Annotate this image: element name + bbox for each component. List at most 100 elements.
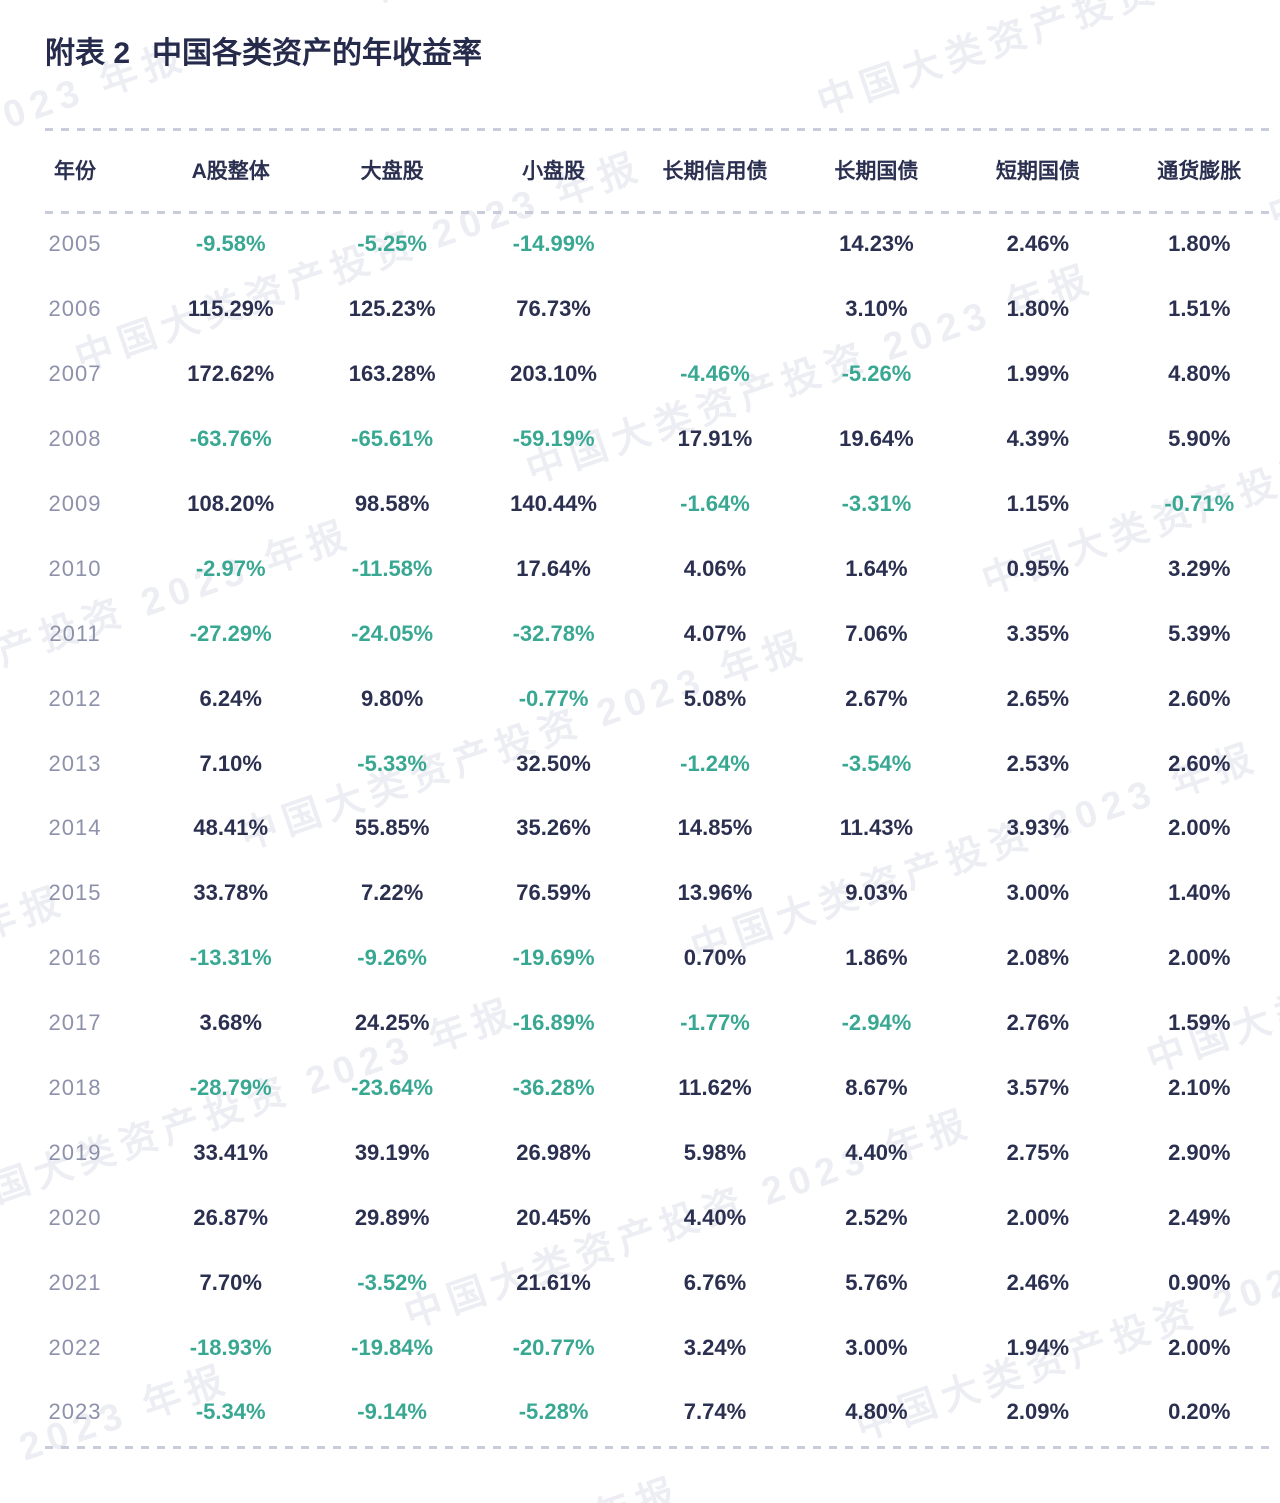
- value-cell: 203.10%: [510, 361, 597, 387]
- table-row: 2005 -9.58% -5.25% -14.99% 14.23% 2.46% 1.80%: [0, 212, 1280, 277]
- value-cell: 2.60%: [1168, 750, 1231, 776]
- value-cell: 5.76%: [845, 1269, 908, 1295]
- value-cell: 1.15%: [1006, 491, 1070, 516]
- value-cell: 4.80%: [845, 1399, 908, 1425]
- value-cell: 14.23%: [839, 231, 914, 257]
- value-cell: 98.58%: [354, 491, 430, 516]
- year-cell: 2022: [48, 1334, 102, 1360]
- value-cell: -0.71%: [1164, 491, 1235, 516]
- value-cell: -2.94%: [841, 1010, 912, 1036]
- value-cell: 2.67%: [845, 685, 908, 711]
- table-row: 2014 48.41% 55.85% 35.26% 14.85% 11.43% 3.93% 2…: [0, 796, 1280, 861]
- table-row: 2015 33.78% 7.22% 76.59% 13.96% 9.03% 3.00% 1.4…: [0, 861, 1280, 926]
- year-cell: 2020: [48, 1204, 102, 1230]
- value-cell: 4.80%: [1168, 361, 1231, 387]
- value-cell: -16.89%: [512, 1010, 595, 1036]
- value-cell: -36.28%: [512, 1075, 595, 1101]
- value-cell: 21.61%: [516, 1269, 591, 1295]
- value-cell: -3.31%: [841, 491, 912, 516]
- value-cell: 2.46%: [1006, 231, 1070, 257]
- value-cell: 4.40%: [683, 1204, 747, 1230]
- value-cell: -9.58%: [195, 231, 266, 257]
- value-cell: 11.62%: [678, 1075, 752, 1101]
- value-cell: 1.80%: [1168, 231, 1231, 257]
- value-cell: 4.39%: [1006, 426, 1070, 452]
- divider-top: [45, 128, 1270, 131]
- value-cell: 11.43%: [839, 815, 914, 841]
- value-cell: 2.00%: [1168, 815, 1231, 841]
- value-cell: 1.94%: [1006, 1334, 1070, 1360]
- table-body: 2005 -9.58% -5.25% -14.99% 14.23% 2.46% 1.80% 2…: [0, 212, 1280, 1445]
- value-cell: 3.00%: [1006, 880, 1070, 906]
- value-cell: 3.93%: [1006, 815, 1070, 841]
- value-cell: -3.54%: [841, 750, 912, 776]
- value-cell: -19.69%: [512, 945, 595, 971]
- value-cell: -23.64%: [351, 1075, 434, 1101]
- value-cell: 33.41%: [193, 1139, 269, 1165]
- value-cell: 5.90%: [1168, 426, 1231, 452]
- value-cell: 7.10%: [199, 750, 262, 776]
- value-cell: -59.19%: [512, 426, 595, 452]
- value-cell: 3.10%: [845, 296, 908, 322]
- value-cell: -4.46%: [680, 361, 750, 387]
- value-cell: 108.20%: [187, 491, 275, 516]
- table-row: 2016 -13.31% -9.26% -19.69% 0.70% 1.86% 2.08% 2…: [0, 926, 1280, 991]
- table-row: 2018 -28.79% -23.64% -36.28% 11.62% 8.67% 3.57…: [0, 1056, 1280, 1121]
- table-row: 2022 -18.93% -19.84% -20.77% 3.24% 3.00% 1.94%…: [0, 1315, 1280, 1380]
- value-cell: 3.00%: [845, 1334, 908, 1360]
- column-header-a-shares: A股整体: [191, 160, 270, 183]
- value-cell: 2.76%: [1006, 1010, 1070, 1036]
- value-cell: 1.64%: [845, 555, 908, 581]
- value-cell: -1.77%: [680, 1010, 750, 1036]
- value-cell: 2.00%: [1168, 1334, 1231, 1360]
- column-header-lt-govt-bond: 长期国债: [834, 160, 919, 183]
- year-cell: 2017: [48, 1010, 102, 1036]
- value-cell: 7.22%: [360, 880, 424, 906]
- value-cell: -5.26%: [841, 361, 912, 387]
- table-row: 2009 108.20% 98.58% 140.44% -1.64% -3.31% 1.15…: [0, 472, 1280, 537]
- table-row: 2020 26.87% 29.89% 20.45% 4.40% 2.52% 2.00% 2.4…: [0, 1185, 1280, 1250]
- value-cell: 1.59%: [1168, 1010, 1231, 1036]
- value-cell: -5.33%: [357, 750, 427, 776]
- value-cell: 7.74%: [683, 1399, 747, 1425]
- value-cell: 1.99%: [1006, 361, 1070, 387]
- value-cell: -1.64%: [680, 491, 750, 516]
- value-cell: 17.64%: [516, 555, 591, 581]
- value-cell: 39.19%: [354, 1139, 430, 1165]
- value-cell: -32.78%: [512, 620, 595, 646]
- value-cell: 172.62%: [187, 361, 275, 387]
- table-row: 2006 115.29% 125.23% 76.73% 3.10% 1.80% 1.51%: [0, 277, 1280, 342]
- year-cell: 2009: [48, 491, 102, 516]
- value-cell: 2.10%: [1168, 1075, 1231, 1101]
- value-cell: 115.29%: [187, 296, 274, 322]
- year-cell: 2016: [48, 945, 102, 971]
- value-cell: 33.78%: [193, 880, 269, 906]
- year-cell: 2010: [48, 555, 102, 581]
- value-cell: 17.91%: [677, 426, 753, 452]
- value-cell: 4.40%: [845, 1139, 908, 1165]
- table-row: 2010 -2.97% -11.58% 17.64% 4.06% 1.64% 0.95% 3.…: [0, 536, 1280, 601]
- value-cell: 0.20%: [1168, 1399, 1231, 1425]
- column-header-inflation: 通货膨胀: [1157, 160, 1242, 183]
- year-cell: 2019: [48, 1139, 102, 1165]
- value-cell: 2.49%: [1168, 1204, 1231, 1230]
- value-cell: 0.95%: [1006, 555, 1070, 581]
- value-cell: 2.65%: [1006, 685, 1070, 711]
- value-cell: 5.39%: [1168, 620, 1231, 646]
- year-cell: 2012: [48, 685, 102, 711]
- value-cell: 9.80%: [360, 685, 424, 711]
- value-cell: 2.53%: [1006, 750, 1070, 776]
- value-cell: 20.45%: [516, 1204, 591, 1230]
- value-cell: 163.28%: [348, 361, 436, 387]
- value-cell: 48.41%: [193, 815, 269, 841]
- table-row: 2017 3.68% 24.25% -16.89% -1.77% -2.94% 2.76% 1…: [0, 991, 1280, 1056]
- value-cell: 2.46%: [1006, 1269, 1070, 1295]
- value-cell: -9.14%: [357, 1399, 427, 1425]
- column-header-large-cap: 大盘股: [360, 160, 424, 183]
- value-cell: 2.90%: [1168, 1139, 1231, 1165]
- value-cell: 13.96%: [677, 880, 753, 906]
- value-cell: 6.24%: [199, 685, 262, 711]
- value-cell: 6.76%: [683, 1269, 747, 1295]
- value-cell: 3.35%: [1006, 620, 1070, 646]
